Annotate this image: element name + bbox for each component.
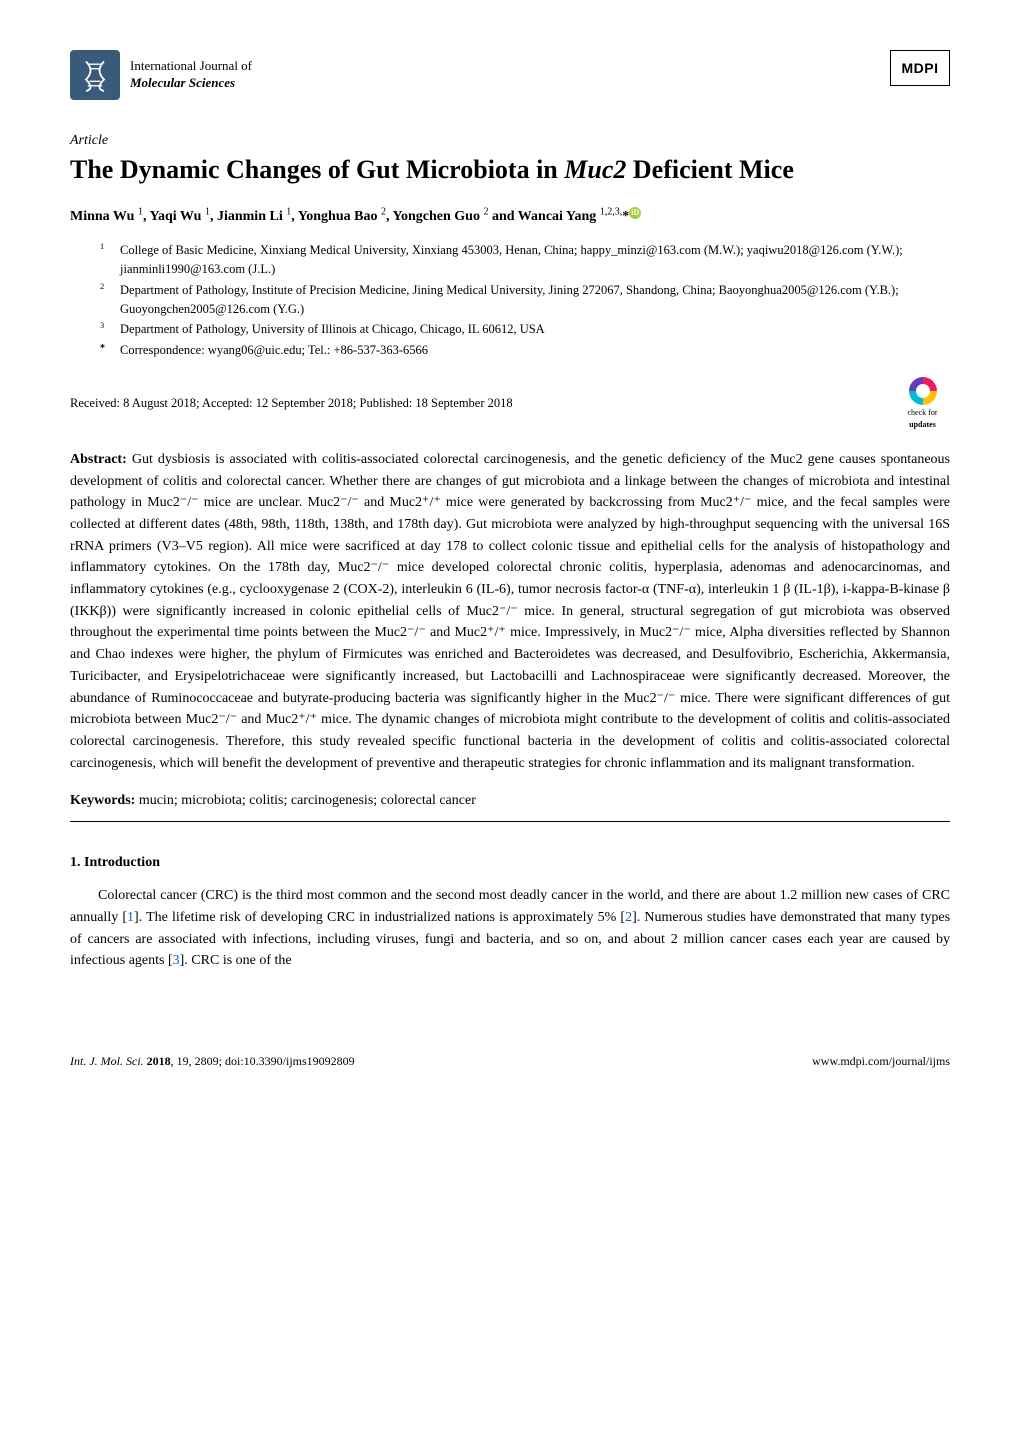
section-heading: 1. Introduction (70, 852, 950, 873)
footer-year: 2018 (147, 1054, 171, 1068)
affiliation-text: College of Basic Medicine, Xinxiang Medi… (120, 241, 950, 279)
journal-logo-icon (70, 50, 120, 100)
journal-url-link[interactable]: www.mdpi.com/journal/ijms (812, 1054, 950, 1068)
section-divider (70, 821, 950, 822)
journal-logo-block: International Journal of Molecular Scien… (70, 50, 252, 100)
dates-row: Received: 8 August 2018; Accepted: 12 Se… (70, 376, 950, 431)
check-updates-line2: updates (909, 419, 936, 431)
ref-link[interactable]: 2 (625, 910, 632, 925)
correspondence-text: Correspondence: wyang06@uic.edu; Tel.: +… (120, 341, 950, 360)
publisher-logo-text: MDPI (902, 58, 939, 79)
title-italic: Muc2 (564, 155, 626, 184)
footer-journal: Int. J. Mol. Sci. (70, 1054, 147, 1068)
article-title: The Dynamic Changes of Gut Microbiota in… (70, 153, 950, 187)
journal-name-line1: International Journal of (130, 58, 252, 75)
journal-name: International Journal of Molecular Scien… (130, 58, 252, 92)
abstract-text: Gut dysbiosis is associated with colitis… (70, 452, 950, 771)
check-updates-badge[interactable]: check for updates (895, 376, 950, 431)
orcid-icon[interactable]: iD (629, 207, 641, 219)
keywords-text: mucin; microbiota; colitis; carcinogenes… (135, 793, 476, 808)
title-part2: Deficient Mice (626, 155, 793, 184)
affiliation-number: 2 (100, 281, 120, 319)
check-updates-line1: check for (908, 407, 938, 419)
affiliations-block: 1 College of Basic Medicine, Xinxiang Me… (100, 241, 950, 360)
authors-list: Minna Wu 1, Yaqi Wu 1, Jianmin Li 1, Yon… (70, 205, 950, 228)
affiliation-item: 1 College of Basic Medicine, Xinxiang Me… (100, 241, 950, 279)
keywords-block: Keywords: mucin; microbiota; colitis; ca… (70, 790, 950, 811)
footer-url[interactable]: www.mdpi.com/journal/ijms (812, 1052, 950, 1070)
intro-paragraph: Colorectal cancer (CRC) is the third mos… (70, 885, 950, 972)
publisher-logo: MDPI (890, 50, 950, 86)
page-footer: Int. J. Mol. Sci. 2018, 19, 2809; doi:10… (70, 1052, 950, 1070)
journal-name-line2: Molecular Sciences (130, 75, 252, 92)
affiliation-item: 2 Department of Pathology, Institute of … (100, 281, 950, 319)
footer-citation: Int. J. Mol. Sci. 2018, 19, 2809; doi:10… (70, 1052, 355, 1070)
footer-rest: , 19, 2809; doi:10.3390/ijms19092809 (171, 1054, 355, 1068)
abstract-block: Abstract: Gut dysbiosis is associated wi… (70, 449, 950, 774)
header-row: International Journal of Molecular Scien… (70, 50, 950, 100)
affiliation-marker: * (100, 341, 120, 360)
ref-link[interactable]: 3 (173, 953, 180, 968)
dna-icon (77, 57, 113, 93)
article-type-label: Article (70, 130, 950, 151)
affiliation-text: Department of Pathology, Institute of Pr… (120, 281, 950, 319)
ref-link[interactable]: 1 (127, 910, 134, 925)
authors-text: Minna Wu 1, Yaqi Wu 1, Jianmin Li 1, Yon… (70, 209, 629, 224)
affiliation-item: 3 Department of Pathology, University of… (100, 320, 950, 339)
publication-dates: Received: 8 August 2018; Accepted: 12 Se… (70, 394, 513, 413)
title-part1: The Dynamic Changes of Gut Microbiota in (70, 155, 564, 184)
abstract-label: Abstract: (70, 452, 127, 467)
keywords-label: Keywords: (70, 793, 135, 808)
check-updates-icon (907, 375, 939, 407)
affiliation-text: Department of Pathology, University of I… (120, 320, 950, 339)
affiliation-number: 3 (100, 320, 120, 339)
affiliation-item: * Correspondence: wyang06@uic.edu; Tel.:… (100, 341, 950, 360)
affiliation-number: 1 (100, 241, 120, 279)
